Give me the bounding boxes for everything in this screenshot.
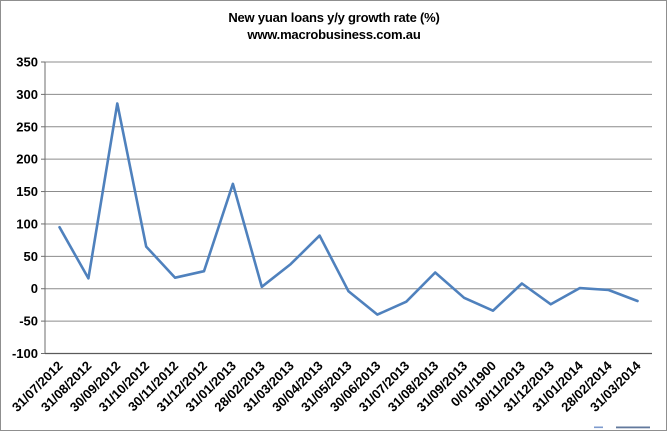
series-line (58, 102, 639, 316)
y-tick-label: 250 (16, 119, 38, 134)
y-tick-label: 0 (31, 281, 38, 296)
underline-artifact (594, 426, 603, 429)
chart-subtitle: www.macrobusiness.com.au (246, 27, 420, 42)
y-tick-label: -50 (19, 314, 38, 329)
data-series (58, 102, 639, 316)
y-tick-label: 300 (16, 87, 38, 102)
gridlines (45, 61, 652, 354)
y-tick-label: 350 (16, 55, 38, 70)
chart-title: New yuan loans y/y growth rate (%) (228, 10, 439, 25)
underline-artifact (616, 426, 650, 429)
y-axis-labels: 350 300 250 200 150 100 50 0 -50 -100 (12, 55, 38, 362)
x-axis-labels: 31/07/201231/08/201230/09/201231/10/2012… (9, 357, 644, 414)
y-tick-label: 50 (24, 249, 38, 264)
y-tick-label: -100 (12, 346, 38, 361)
bottom-edge-artifacts (594, 426, 650, 429)
axes (41, 61, 652, 355)
y-tick-label: 100 (16, 216, 38, 231)
y-tick-label: 200 (16, 152, 38, 167)
y-tick-label: 150 (16, 184, 38, 199)
